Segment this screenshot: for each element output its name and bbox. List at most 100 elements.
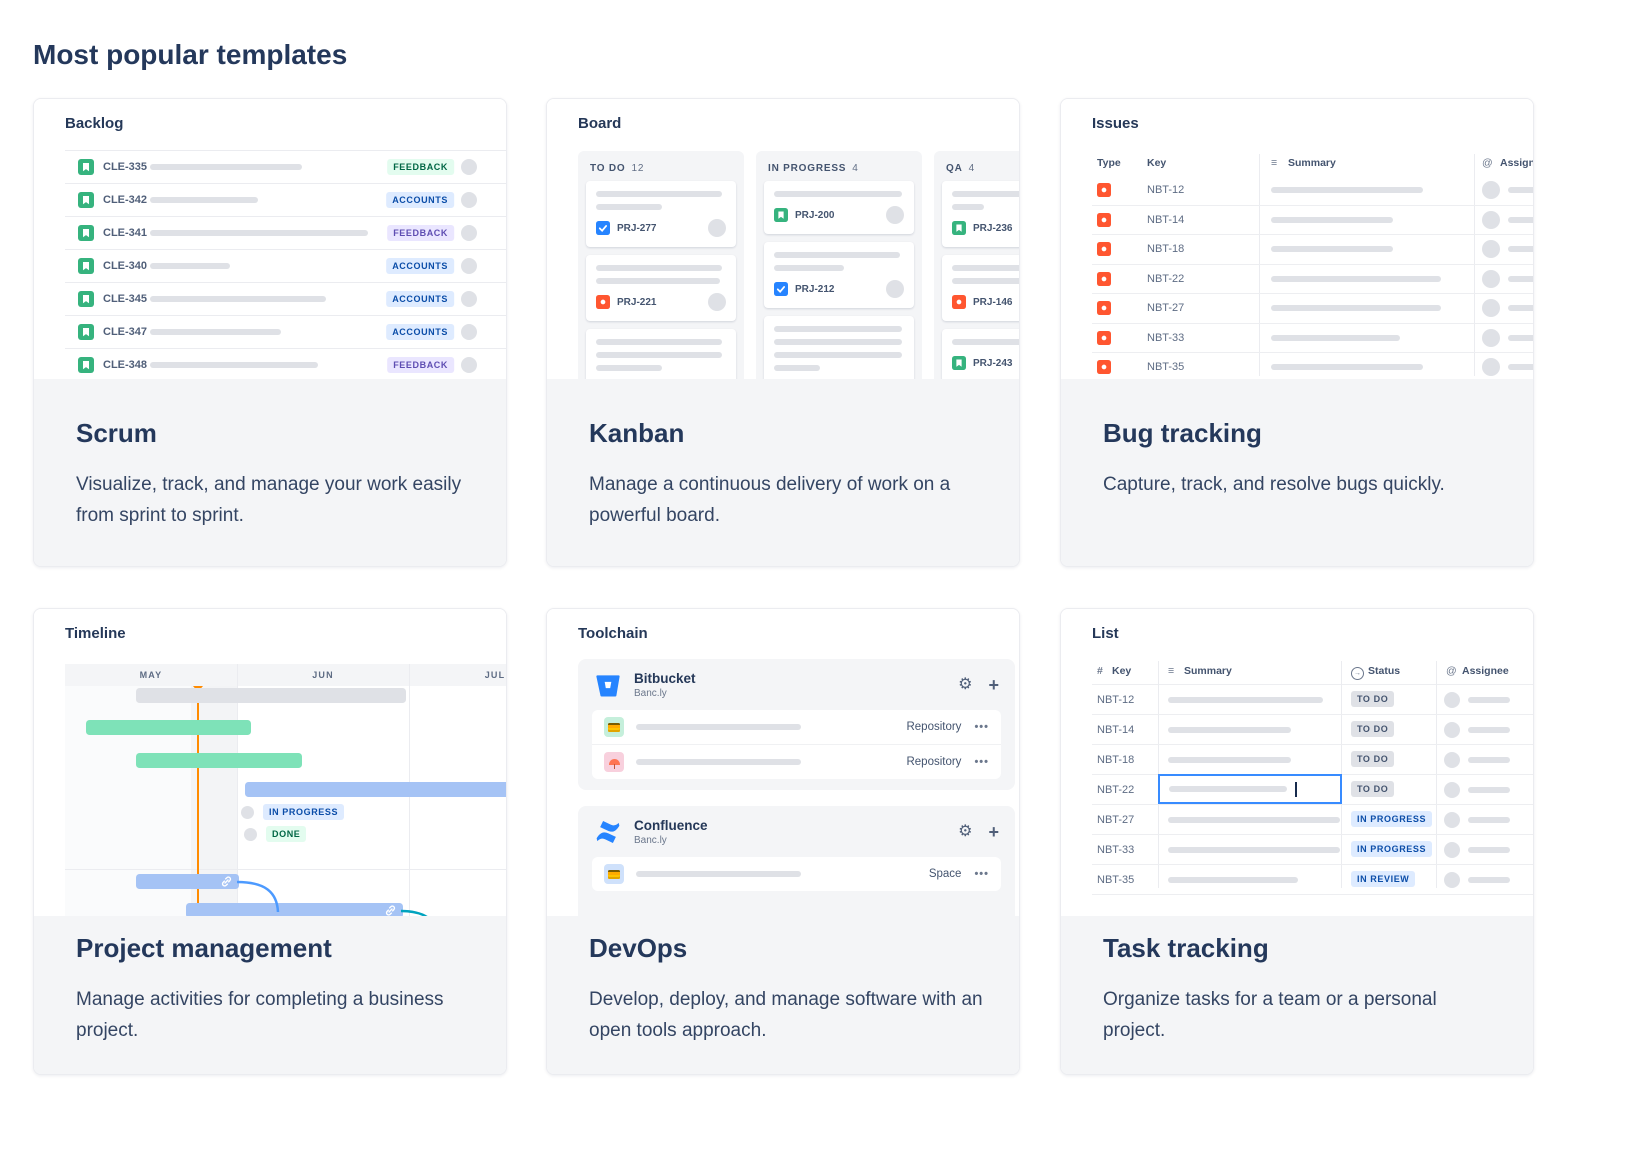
board-card: PRJ-236 — [942, 181, 1019, 247]
issues-table: Type Key ≡ Summary @ Assignee NBT-12NBT-… — [1092, 154, 1533, 379]
backlog-preview-title: Backlog — [65, 115, 124, 132]
avatar — [886, 206, 904, 224]
issues-col-summary: Summary — [1288, 157, 1336, 169]
toolchain-item-row: Space ••• — [592, 857, 1001, 891]
template-card-devops[interactable]: Toolchain Bitbucket Banc.ly ⚙ + Repository ••… — [546, 608, 1020, 1075]
summary-placeholder-bar — [1271, 275, 1441, 282]
issue-key: PRJ-243 — [973, 357, 1013, 369]
bitbucket-logo-icon — [596, 675, 620, 697]
avatar — [461, 159, 477, 175]
plus-icon: + — [988, 675, 999, 695]
list-table-header: # Key ≡ Summary → Status @ Assignee — [1092, 661, 1533, 685]
issue-key: NBT-12 — [1147, 184, 1185, 196]
gantt-bar — [245, 782, 506, 797]
template-card-task-tracking[interactable]: List # Key ≡ Summary → Status @ Assignee… — [1060, 608, 1534, 1075]
assignee-placeholder-bar — [1468, 816, 1510, 823]
project-management-preview: Timeline MAY JUN JUL IN PROGRESS DONE — [34, 609, 506, 916]
assignee-placeholder-bar — [1468, 726, 1510, 733]
at-sign-icon: @ — [1446, 665, 1457, 677]
issue-key: CLE-335 — [103, 161, 148, 173]
timeline-row-line — [65, 869, 506, 870]
issue-key: CLE-340 — [103, 260, 148, 272]
issue-key: PRJ-277 — [617, 222, 657, 234]
summary-placeholder-bar — [1168, 816, 1340, 823]
label-badge: ACCOUNTS — [386, 192, 454, 208]
issues-col-key: Key — [1147, 157, 1167, 169]
template-card-bug-tracking[interactable]: Issues Type Key ≡ Summary @ Assignee NBT… — [1060, 98, 1534, 567]
avatar — [886, 280, 904, 298]
summary-placeholder-bar — [150, 263, 230, 269]
gear-icon: ⚙ — [958, 823, 973, 840]
label-badge: ACCOUNTS — [386, 324, 454, 340]
template-name-scrum: Scrum — [76, 418, 157, 448]
status-badge: IN PROGRESS — [263, 804, 345, 820]
story-icon — [78, 225, 94, 241]
summary-placeholder-bar — [1168, 876, 1298, 883]
issues-preview-title: Issues — [1092, 115, 1139, 132]
template-card-project-management[interactable]: Timeline MAY JUN JUL IN PROGRESS DONE — [33, 608, 507, 1075]
label-badge: FEEDBACK — [387, 225, 454, 241]
list-row: NBT-27 IN PROGRESS — [1092, 805, 1533, 835]
gantt-bar — [86, 720, 251, 735]
template-card-scrum[interactable]: Backlog CLE-335 FEEDBACK CLE-342 ACCOUNTS CL… — [33, 98, 507, 567]
board-card-footer: PRJ-212 — [774, 280, 904, 298]
link-icon — [385, 905, 396, 916]
issues-col-assignee: Assignee — [1500, 157, 1533, 169]
task-icon — [774, 282, 788, 296]
board-card-footer: PRJ-236 — [952, 219, 1019, 237]
story-icon — [774, 208, 788, 222]
bug-icon — [596, 295, 610, 309]
avatar — [1482, 240, 1500, 258]
backlog-row: CLE-335 FEEDBACK — [65, 150, 506, 183]
issue-key: NBT-27 — [1147, 302, 1185, 314]
backlog-row: CLE-348 FEEDBACK — [65, 348, 506, 379]
list-row: NBT-18 TO DO — [1092, 745, 1533, 775]
issue-key: NBT-27 — [1097, 814, 1135, 826]
template-name-project-management: Project management — [76, 933, 332, 963]
hash-icon: # — [1097, 665, 1103, 677]
more-options-icon: ••• — [974, 721, 989, 733]
confluence-logo-icon — [596, 820, 620, 844]
avatar — [1482, 358, 1500, 376]
scrum-footer: Scrum Visualize, track, and manage your … — [34, 379, 506, 566]
item-placeholder-bar — [636, 871, 801, 877]
bug-tracking-preview: Issues Type Key ≡ Summary @ Assignee NBT… — [1061, 99, 1533, 379]
item-kind-label: Space — [928, 868, 962, 880]
bug-icon — [952, 295, 966, 309]
toolchain-preview-title: Toolchain — [578, 625, 648, 642]
toolchain-item-row: Repository ••• — [592, 710, 1001, 744]
kanban-footer: Kanban Manage a continuous delivery of w… — [547, 379, 1019, 566]
list-row: NBT-14 TO DO — [1092, 715, 1533, 745]
avatar — [244, 827, 257, 841]
board-card-footer: PRJ-200 — [774, 206, 904, 224]
toolchain-app-header: Bitbucket Banc.ly ⚙ + — [578, 659, 1015, 699]
avatar — [461, 324, 477, 340]
status-badge: TO DO — [1351, 721, 1395, 737]
status-badge: IN REVIEW — [1351, 871, 1416, 887]
summary-placeholder-bar — [150, 197, 258, 203]
text-placeholder-bar — [596, 352, 722, 358]
summary-placeholder-bar — [150, 164, 302, 170]
board-card: PRJ-243 — [942, 329, 1019, 379]
backlog-row: CLE-345 ACCOUNTS — [65, 282, 506, 315]
board-column-count: 12 — [631, 163, 645, 174]
text-placeholder-bar — [774, 352, 902, 358]
timeline-chart: MAY JUN JUL IN PROGRESS DONE — [65, 664, 506, 916]
issue-key: PRJ-212 — [795, 283, 835, 295]
text-placeholder-bar — [952, 204, 984, 210]
board-card: PRJ-290 — [586, 329, 736, 379]
template-desc-task-tracking: Organize tasks for a team or a personal … — [1103, 989, 1437, 1041]
issue-key: CLE-341 — [103, 227, 148, 239]
summary-placeholder-bar — [1168, 846, 1340, 853]
issue-key: CLE-347 — [103, 326, 148, 338]
timeline-month-label: JUN — [312, 670, 334, 680]
item-placeholder-bar — [636, 759, 801, 765]
list-preview-title: List — [1092, 625, 1119, 642]
focused-summary-cell[interactable] — [1158, 774, 1342, 804]
avatar — [461, 225, 477, 241]
issue-key: NBT-14 — [1147, 213, 1185, 226]
text-placeholder-bar — [596, 191, 722, 197]
backlog-row: CLE-340 ACCOUNTS — [65, 249, 506, 282]
text-placeholder-bar — [774, 339, 902, 345]
